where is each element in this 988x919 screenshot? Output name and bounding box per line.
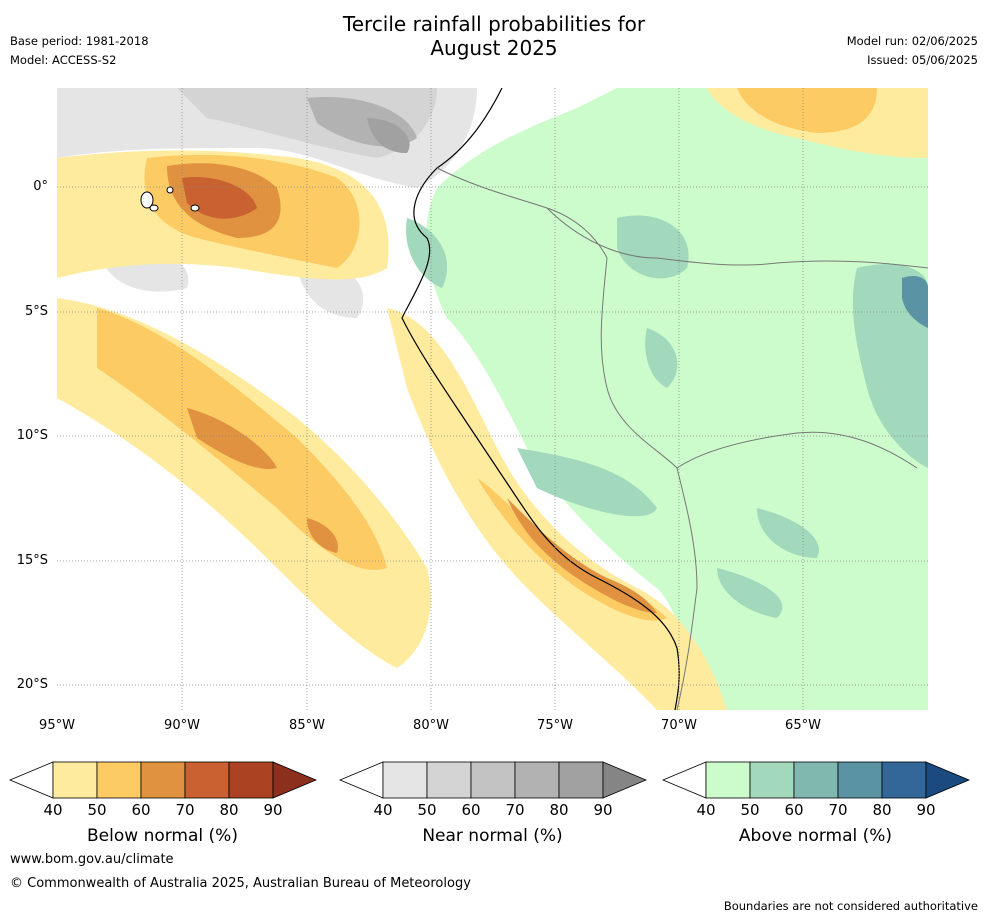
colorbar-segment <box>8 761 54 799</box>
colorbar-segment <box>514 761 560 799</box>
model-name: Model: ACCESS-S2 <box>10 53 117 67</box>
colorbar-segment <box>140 761 186 799</box>
colorbar-segment <box>338 761 384 799</box>
colorbar-tick-label: 90 <box>593 801 613 819</box>
colorbar-tick-label: 90 <box>263 801 283 819</box>
colorbar-tick-label: 90 <box>916 801 936 819</box>
colorbar-segment <box>925 761 971 799</box>
colorbar-segment <box>184 761 230 799</box>
colorbar-tick-label: 50 <box>417 801 437 819</box>
lat-label-0: 0° <box>33 179 48 194</box>
above-normal-50-patch-4 <box>717 568 783 618</box>
issued-date: Issued: 05/06/2025 <box>867 53 978 67</box>
colorbar-segment <box>96 761 142 799</box>
colorbar-tick-label: 60 <box>131 801 151 819</box>
footer-url: www.bom.gov.au/climate <box>10 852 174 867</box>
lon-label-65w: 65°W <box>785 718 821 733</box>
colorbar-tick-label: 70 <box>828 801 848 819</box>
title-line-2: August 2025 <box>430 36 558 60</box>
colorbar-segment <box>705 761 751 799</box>
lon-label-75w: 75°W <box>537 718 573 733</box>
above-normal-50-patch-5 <box>645 328 678 388</box>
above-normal-70-east <box>902 276 928 328</box>
coastline <box>401 88 680 710</box>
lon-label-95w: 95°W <box>39 718 75 733</box>
galapagos-islands <box>140 186 200 212</box>
colorbar-near-normal <box>338 761 648 799</box>
title-line-1: Tercile rainfall probabilities for <box>342 12 646 36</box>
colorbar-tick-label: 40 <box>43 801 63 819</box>
colorbar-segment <box>52 761 98 799</box>
lon-label-90w: 90°W <box>164 718 200 733</box>
colorbar-segment <box>426 761 472 799</box>
above-normal-50-patch-3 <box>757 508 819 558</box>
rainfall-probability-map <box>57 88 928 710</box>
footer-note: Boundaries are not considered authoritat… <box>723 899 978 913</box>
below-normal-diagonal-70 <box>187 408 277 469</box>
colorbar-tick-label: 40 <box>373 801 393 819</box>
meta-left: Base period: 1981-2018 Model: ACCESS-S2 <box>10 32 149 70</box>
below-normal-north-80 <box>182 177 257 219</box>
colorbar-segment <box>558 761 604 799</box>
lon-label-80w: 80°W <box>413 718 449 733</box>
legend-title-near-normal: Near normal (%) <box>422 826 563 846</box>
colorbar-segment <box>749 761 795 799</box>
footer-copyright: © Commonwealth of Australia 2025, Austra… <box>10 876 471 891</box>
model-run: Model run: 02/06/2025 <box>846 34 978 48</box>
colorbar-tick-label: 70 <box>505 801 525 819</box>
colorbar-above-normal <box>661 761 971 799</box>
lat-label-20s: 20°S <box>16 677 48 692</box>
meta-right: Model run: 02/06/2025 Issued: 05/06/2025 <box>847 32 978 70</box>
colorbar-segment <box>470 761 516 799</box>
colorbar-segment <box>272 761 318 799</box>
colorbar-segment <box>793 761 839 799</box>
colorbar-segment <box>382 761 428 799</box>
colorbar-tick-label: 80 <box>219 801 239 819</box>
colorbar-segment <box>881 761 927 799</box>
lon-label-85w: 85°W <box>289 718 325 733</box>
above-normal-50-east <box>852 264 928 468</box>
base-period: Base period: 1981-2018 <box>10 34 149 48</box>
lat-label-5s: 5°S <box>24 304 48 319</box>
lon-label-70w: 70°W <box>661 718 697 733</box>
near-normal-90 <box>367 118 410 153</box>
colorbar-segment <box>661 761 707 799</box>
colorbar-tick-label: 60 <box>784 801 804 819</box>
colorbar-below-normal <box>8 761 318 799</box>
gridlines <box>57 88 928 710</box>
border-lines <box>436 167 928 710</box>
colorbars <box>8 761 971 799</box>
colorbar-tick-label: 80 <box>872 801 892 819</box>
above-normal-50-patch-2 <box>517 448 657 517</box>
map-title: Tercile rainfall probabilities for Augus… <box>0 12 988 60</box>
colorbar-segment <box>602 761 648 799</box>
lat-label-15s: 15°S <box>16 553 48 568</box>
above-normal-50-patch-6 <box>406 218 448 288</box>
lat-label-10s: 10°S <box>16 428 48 443</box>
colorbar-segment <box>228 761 274 799</box>
colorbar-segment <box>837 761 883 799</box>
colorbar-tick-label: 80 <box>549 801 569 819</box>
colorbar-tick-label: 70 <box>175 801 195 819</box>
above-normal-50-patch-1 <box>617 215 689 279</box>
colorbar-tick-label: 50 <box>740 801 760 819</box>
legend-title-below-normal: Below normal (%) <box>87 826 238 846</box>
below-normal-coast-70 <box>507 498 657 613</box>
colorbar-tick-label: 50 <box>87 801 107 819</box>
colorbar-tick-label: 40 <box>696 801 716 819</box>
legend-title-above-normal: Above normal (%) <box>738 826 893 846</box>
below-normal-diagonal-70b <box>307 518 338 553</box>
below-normal-ne-60 <box>737 88 877 133</box>
colorbar-tick-label: 60 <box>461 801 481 819</box>
